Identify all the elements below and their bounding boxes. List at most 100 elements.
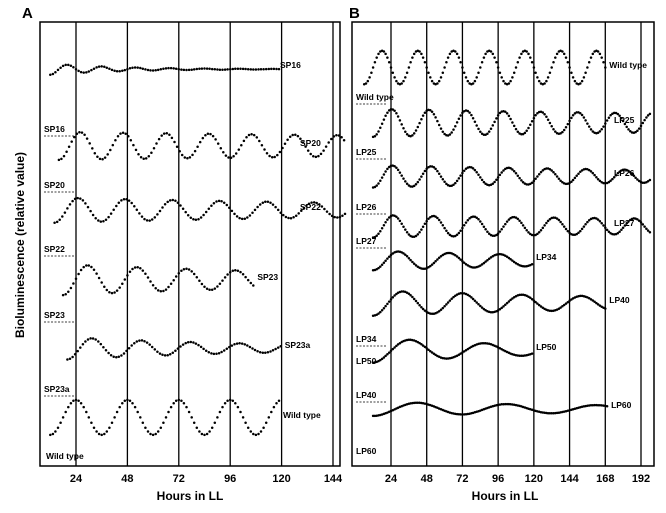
- data-point: [163, 354, 167, 357]
- data-point: [480, 178, 484, 182]
- data-point: [379, 310, 382, 314]
- data-point: [611, 177, 614, 181]
- data-point: [557, 177, 561, 180]
- data-point: [561, 305, 564, 308]
- data-point: [555, 52, 559, 56]
- data-point: [491, 52, 495, 56]
- data-point: [536, 111, 539, 115]
- data-point: [230, 209, 234, 213]
- data-point: [205, 67, 209, 70]
- data-point: [72, 66, 75, 69]
- data-point: [121, 131, 125, 134]
- data-point: [227, 156, 230, 159]
- y-axis-label: Bioluminescence (relative value): [13, 152, 27, 338]
- data-point: [454, 234, 457, 238]
- data-point: [404, 130, 407, 133]
- data-point: [366, 79, 370, 83]
- data-point: [455, 121, 459, 124]
- data-point: [648, 178, 652, 182]
- data-point: [95, 430, 98, 433]
- trace-baseline-label: SP23a: [44, 384, 70, 394]
- data-point: [240, 217, 244, 221]
- panel-a-x-axis-label: Hours in LL: [157, 489, 224, 503]
- data-point: [441, 306, 445, 310]
- data-point: [87, 264, 91, 267]
- data-point: [167, 285, 170, 289]
- data-point: [473, 168, 477, 172]
- data-point: [244, 275, 247, 279]
- data-point: [530, 181, 534, 184]
- data-point: [69, 64, 73, 68]
- data-point: [85, 137, 89, 140]
- data-point: [136, 265, 139, 269]
- data-point: [306, 149, 310, 152]
- data-point: [645, 227, 648, 230]
- data-point: [571, 233, 575, 237]
- data-point: [364, 82, 368, 85]
- data-point: [500, 403, 503, 406]
- data-point: [257, 68, 260, 71]
- x-tick-label: 48: [121, 473, 133, 485]
- data-point: [648, 112, 652, 116]
- trace-end-label: SP23a: [285, 340, 311, 350]
- data-point: [448, 52, 452, 56]
- trace-end-label: LP50: [536, 342, 557, 352]
- data-point: [541, 111, 545, 114]
- data-point: [507, 300, 511, 303]
- data-point: [430, 110, 434, 113]
- data-point: [568, 181, 571, 185]
- data-point: [174, 67, 178, 70]
- data-point: [550, 66, 553, 69]
- data-point: [411, 235, 414, 239]
- data-point: [598, 179, 602, 183]
- data-point: [511, 76, 514, 79]
- data-point: [536, 232, 539, 236]
- data-point: [67, 290, 70, 293]
- data-point: [130, 344, 133, 347]
- data-point: [340, 135, 343, 139]
- data-point: [61, 215, 64, 218]
- data-point: [86, 338, 90, 341]
- data-point: [375, 268, 378, 271]
- data-point: [121, 282, 124, 285]
- data-point: [454, 50, 457, 53]
- data-point: [240, 143, 243, 147]
- data-point: [496, 309, 500, 312]
- data-point: [425, 219, 428, 223]
- data-point: [132, 143, 135, 147]
- data-point: [616, 172, 620, 175]
- data-point: [211, 134, 215, 138]
- data-point: [228, 345, 231, 349]
- x-tick-label: 48: [421, 473, 433, 485]
- data-point: [552, 216, 555, 219]
- data-point: [258, 350, 262, 354]
- data-point: [234, 152, 238, 155]
- data-point: [150, 345, 154, 349]
- data-point: [398, 119, 402, 122]
- data-point: [423, 61, 427, 64]
- data-point: [82, 405, 85, 409]
- data-point: [589, 56, 593, 59]
- data-point: [532, 179, 536, 183]
- data-point: [174, 199, 177, 203]
- data-point: [155, 142, 158, 145]
- data-point: [64, 410, 67, 414]
- data-point: [589, 170, 593, 173]
- data-point: [568, 231, 571, 235]
- data-point: [225, 203, 229, 207]
- data-point: [546, 76, 550, 79]
- data-point: [209, 132, 212, 136]
- data-point: [457, 231, 461, 235]
- data-point: [291, 133, 294, 137]
- data-point: [564, 56, 568, 59]
- data-point: [97, 276, 101, 280]
- data-point: [115, 204, 118, 208]
- data-point: [604, 226, 607, 229]
- data-point: [589, 298, 593, 301]
- data-point: [386, 111, 389, 114]
- data-point: [384, 52, 387, 56]
- data-point: [85, 264, 88, 267]
- data-point: [162, 289, 165, 293]
- data-point: [416, 125, 420, 129]
- data-point: [91, 337, 95, 340]
